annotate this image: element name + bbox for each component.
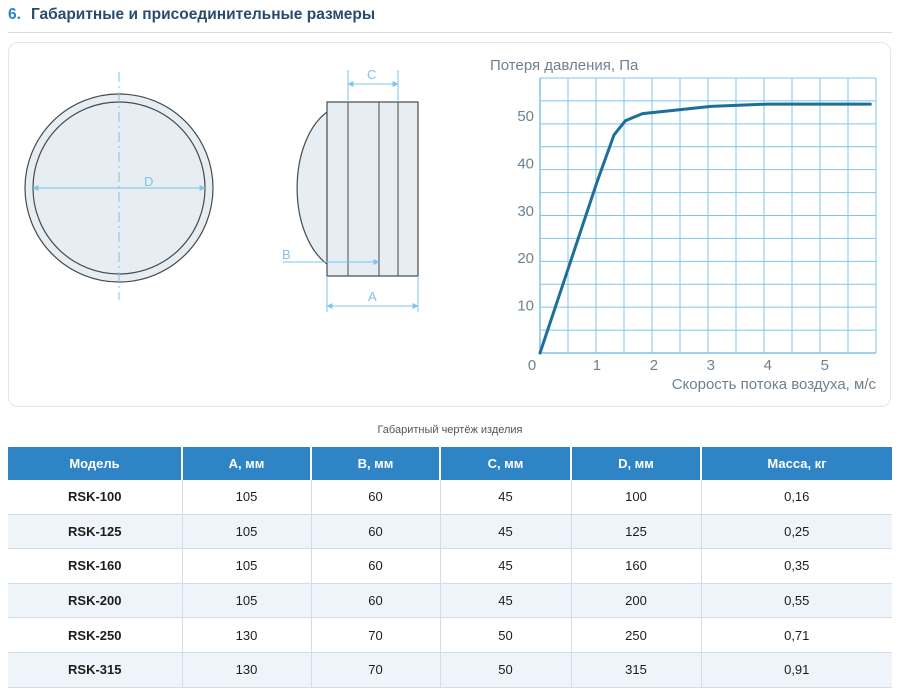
cell-b: 70 xyxy=(310,652,440,688)
chart-grid xyxy=(539,77,877,354)
label-b: B xyxy=(282,247,291,262)
dome-cap xyxy=(296,111,328,265)
specs-table: Модель A, мм B, мм C, мм D, мм Масса, кг… xyxy=(8,447,892,688)
y-tick-label: 20 xyxy=(517,250,534,267)
header-model: Модель xyxy=(8,447,182,480)
cell-a: 105 xyxy=(181,514,311,550)
x-tick-label: 0 xyxy=(528,357,536,374)
cell-c: 50 xyxy=(439,652,571,688)
cell-b: 60 xyxy=(310,514,440,550)
section-number: 6. xyxy=(8,6,21,23)
cell-model: RSK-125 xyxy=(8,514,182,550)
x-tick-label: 1 xyxy=(593,357,601,374)
header-mass: Масса, кг xyxy=(700,447,892,480)
cell-a: 105 xyxy=(181,548,311,584)
pressure-loss-chart: 10 20 30 40 50 0 1 2 3 4 5 Потеря давления, Па Ск… xyxy=(490,57,877,393)
table-row: RSK-315 130 70 50 315 0,91 xyxy=(8,652,892,688)
cell-d: 200 xyxy=(570,583,701,619)
cell-c: 45 xyxy=(439,548,571,584)
front-view: D xyxy=(24,72,214,300)
label-d: D xyxy=(144,174,153,189)
cell-model: RSK-200 xyxy=(8,583,182,619)
x-tick-label: 5 xyxy=(821,357,829,374)
cell-mass: 0,35 xyxy=(700,548,892,584)
y-tick-label: 50 xyxy=(517,108,534,125)
cell-c: 45 xyxy=(439,514,571,550)
table-row: RSK-200 105 60 45 200 0,55 xyxy=(8,583,892,619)
table-row: RSK-100 105 60 45 100 0,16 xyxy=(8,480,892,515)
cell-c: 50 xyxy=(439,617,571,653)
header-c: C, мм xyxy=(439,447,571,480)
cell-b: 70 xyxy=(310,617,440,653)
cell-a: 105 xyxy=(181,480,311,515)
y-tick-label: 40 xyxy=(517,155,534,172)
x-tick-labels: 0 1 2 3 4 5 xyxy=(528,357,829,374)
label-c: C xyxy=(367,67,376,82)
x-tick-label: 2 xyxy=(650,357,658,374)
label-a: A xyxy=(368,289,377,304)
cell-mass: 0,91 xyxy=(700,652,892,688)
y-tick-label: 10 xyxy=(517,298,534,315)
cell-model: RSK-315 xyxy=(8,652,182,688)
pressure-curve xyxy=(538,102,872,355)
y-tick-label: 30 xyxy=(517,203,534,220)
section-heading: 6. Габаритные и присоединительные размеры xyxy=(8,6,375,24)
cell-d: 160 xyxy=(570,548,701,584)
figure-caption: Габаритный чертёж изделия xyxy=(377,424,523,436)
cell-c: 45 xyxy=(439,480,571,515)
cell-a: 130 xyxy=(181,652,311,688)
cell-b: 60 xyxy=(310,583,440,619)
table-row: RSK-160 105 60 45 160 0,35 xyxy=(8,548,892,584)
header-b: B, мм xyxy=(310,447,440,480)
cell-mass: 0,55 xyxy=(700,583,892,619)
y-axis-label: Потеря давления, Па xyxy=(490,57,639,74)
collar-body xyxy=(326,101,419,277)
y-tick-labels: 10 20 30 40 50 xyxy=(517,108,534,315)
cell-a: 105 xyxy=(181,583,311,619)
cell-b: 60 xyxy=(310,480,440,515)
title-divider xyxy=(8,32,892,33)
cell-b: 60 xyxy=(310,548,440,584)
header-a: A, мм xyxy=(181,447,311,480)
cell-d: 315 xyxy=(570,652,701,688)
x-tick-label: 3 xyxy=(707,357,715,374)
cell-d: 125 xyxy=(570,514,701,550)
x-tick-label: 4 xyxy=(764,357,772,374)
x-axis-label: Скорость потока воздуха, м/с xyxy=(672,376,877,393)
section-title: Габаритные и присоединительные размеры xyxy=(30,6,376,23)
cell-d: 100 xyxy=(570,480,701,515)
side-view: C B A xyxy=(282,67,419,312)
cell-a: 130 xyxy=(181,617,311,653)
cell-mass: 0,25 xyxy=(700,514,892,550)
cell-c: 45 xyxy=(439,583,571,619)
header-d: D, мм xyxy=(570,447,701,480)
cell-mass: 0,16 xyxy=(700,480,892,515)
cell-mass: 0,71 xyxy=(700,617,892,653)
cell-model: RSK-160 xyxy=(8,548,182,584)
cell-d: 250 xyxy=(570,617,701,653)
table-row: RSK-125 105 60 45 125 0,25 xyxy=(8,514,892,550)
table-row: RSK-250 130 70 50 250 0,71 xyxy=(8,617,892,653)
cell-model: RSK-250 xyxy=(8,617,182,653)
table-header-row: Модель A, мм B, мм C, мм D, мм Масса, кг xyxy=(8,447,892,480)
cell-model: RSK-100 xyxy=(8,480,182,515)
dimension-drawing: D C B A 10 20 30 40 50 0 1 2 3 4 5 Потеря давлени… xyxy=(24,57,877,393)
